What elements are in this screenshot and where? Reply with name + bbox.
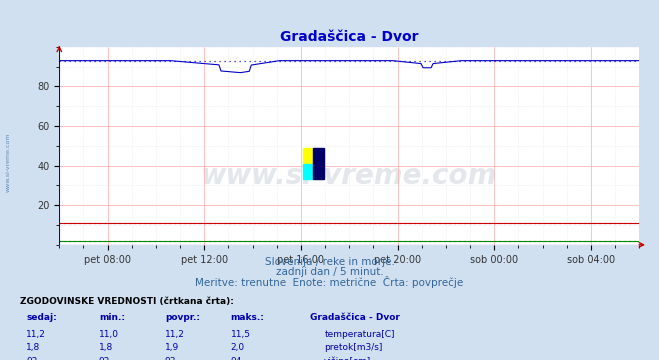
Text: min.:: min.: [99,314,125,323]
Text: temperatura[C]: temperatura[C] [324,330,395,339]
Text: 1,8: 1,8 [99,343,113,352]
Text: 11,5: 11,5 [231,330,250,339]
Title: Gradaščica - Dvor: Gradaščica - Dvor [280,30,418,44]
Text: 93: 93 [165,357,176,360]
Text: www.si-vreme.com: www.si-vreme.com [201,162,498,189]
Text: maks.:: maks.: [231,314,264,323]
Text: 92: 92 [99,357,110,360]
Text: višina[cm]: višina[cm] [324,357,372,360]
Text: Gradaščica - Dvor: Gradaščica - Dvor [310,314,399,323]
Text: 1,9: 1,9 [165,343,179,352]
Bar [313,148,324,179]
Text: zadnji dan / 5 minut.: zadnji dan / 5 minut. [275,267,384,278]
Text: 11,2: 11,2 [26,330,46,339]
Text: Slovenija / reke in morje.: Slovenija / reke in morje. [264,257,395,267]
Text: 11,0: 11,0 [99,330,119,339]
Text: 11,2: 11,2 [165,330,185,339]
Text: www.si-vreme.com: www.si-vreme.com [5,132,11,192]
Text: Meritve: trenutne  Enote: metrične  Črta: povprečje: Meritve: trenutne Enote: metrične Črta: … [195,276,464,288]
Bar [303,148,313,163]
Text: 92: 92 [26,357,38,360]
Text: sedaj:: sedaj: [26,314,57,323]
Bar [303,163,313,179]
Text: 94: 94 [231,357,242,360]
Text: 1,8: 1,8 [26,343,41,352]
Text: ZGODOVINSKE VREDNOSTI (črtkana črta):: ZGODOVINSKE VREDNOSTI (črtkana črta): [20,297,234,306]
Text: pretok[m3/s]: pretok[m3/s] [324,343,383,352]
Text: 2,0: 2,0 [231,343,244,352]
Text: povpr.:: povpr.: [165,314,200,323]
